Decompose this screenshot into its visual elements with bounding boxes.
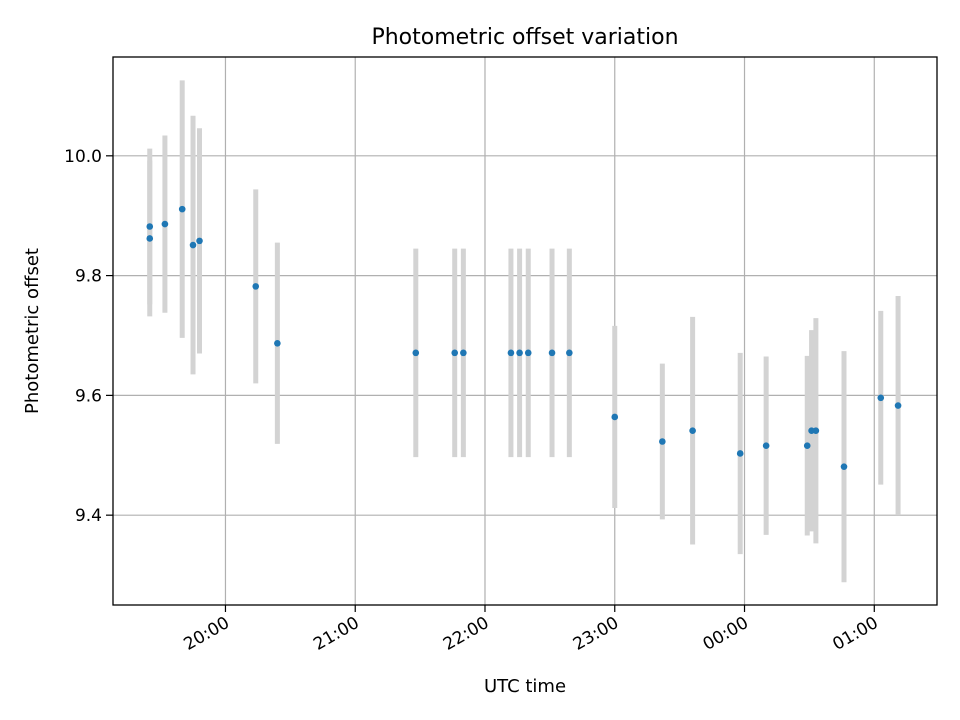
data-point <box>412 349 420 357</box>
y-tick-label: 9.8 <box>75 267 102 287</box>
data-point <box>146 235 154 242</box>
data-point <box>178 205 186 213</box>
data-point <box>611 413 619 421</box>
data-point <box>516 349 523 357</box>
tick-layer: 20:00 21:00 22:00 23:00 00:00 01:00 9.4 9.6 9.8 1… <box>64 147 882 655</box>
data-point <box>736 450 744 457</box>
x-tick-label: 20:00 <box>181 613 233 655</box>
chart-title: Photometric offset variation <box>371 25 678 50</box>
y-axis-label: Photometric offset <box>22 248 43 414</box>
data-point <box>146 223 154 230</box>
data-point <box>189 241 197 249</box>
x-tick-label: 23:00 <box>570 613 622 655</box>
data-point <box>451 349 459 357</box>
data-point <box>252 283 260 290</box>
y-tick-label: 9.4 <box>75 506 102 526</box>
data-point <box>274 339 281 347</box>
data-point <box>507 349 515 357</box>
data-point <box>566 349 573 357</box>
data-point <box>762 442 770 449</box>
data-point <box>196 237 203 245</box>
data-point <box>524 349 532 357</box>
data-point <box>689 427 696 435</box>
x-tick-label: 22:00 <box>440 613 492 655</box>
data-point <box>812 427 820 435</box>
data-point <box>659 438 666 445</box>
data-point <box>460 349 467 357</box>
grid-layer <box>113 57 937 605</box>
data-point <box>161 220 169 228</box>
data-point <box>894 402 902 409</box>
plot-frame <box>112 56 938 606</box>
data-point <box>840 463 848 470</box>
data-point <box>877 394 885 402</box>
y-tick-label: 9.6 <box>75 386 102 406</box>
data-point <box>803 442 811 449</box>
x-tick-label: 21:00 <box>310 613 362 655</box>
y-tick-label: 10.0 <box>64 147 102 167</box>
x-axis-label: UTC time <box>484 676 566 697</box>
data-point <box>548 349 556 357</box>
x-tick-label: 01:00 <box>829 613 881 655</box>
point-layer <box>146 205 902 470</box>
x-tick-label: 00:00 <box>700 613 752 655</box>
